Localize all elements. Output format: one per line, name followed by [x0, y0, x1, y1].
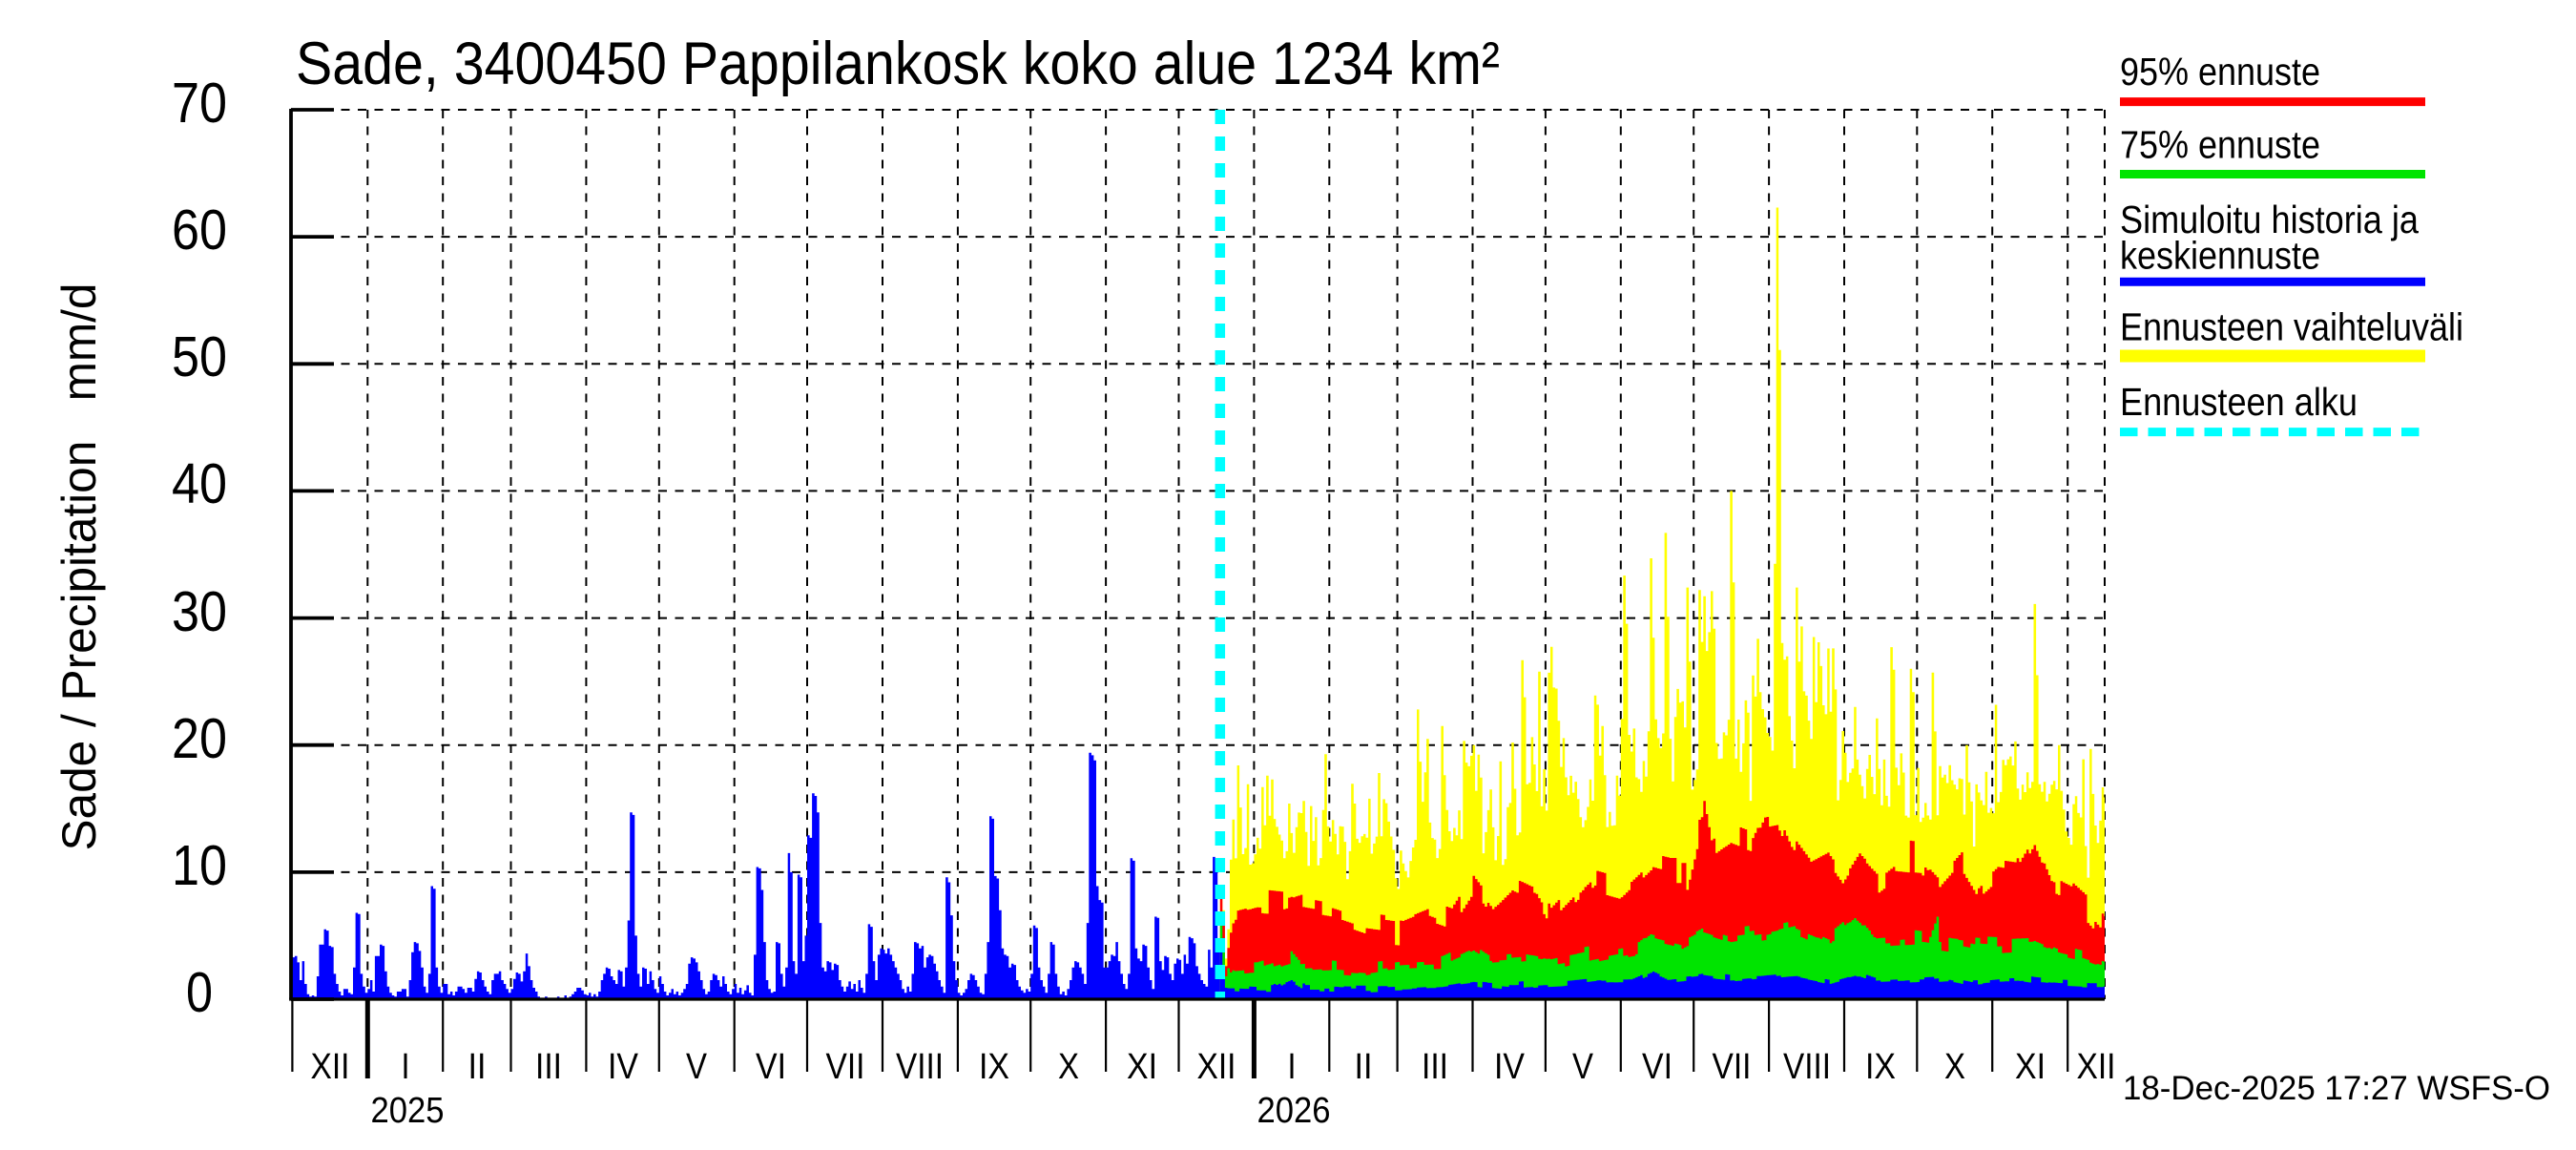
svg-text:VIII: VIII	[1783, 1047, 1831, 1087]
svg-text:2025: 2025	[371, 1091, 445, 1131]
svg-text:XII: XII	[311, 1047, 350, 1087]
svg-text:2026: 2026	[1257, 1091, 1331, 1131]
svg-text:II: II	[1355, 1047, 1373, 1087]
svg-text:0: 0	[186, 961, 213, 1024]
svg-text:X: X	[1058, 1047, 1079, 1087]
svg-text:Sade, 3400450 Pappilankosk kok: Sade, 3400450 Pappilankosk koko alue 123…	[296, 31, 1500, 97]
svg-text:VII: VII	[1713, 1047, 1752, 1087]
svg-text:IV: IV	[608, 1047, 639, 1087]
svg-text:VI: VI	[756, 1047, 786, 1087]
svg-text:95% ennuste: 95% ennuste	[2120, 50, 2320, 94]
svg-text:XII: XII	[2077, 1047, 2116, 1087]
svg-text:VI: VI	[1642, 1047, 1672, 1087]
svg-text:60: 60	[172, 199, 227, 261]
svg-text:I: I	[402, 1047, 410, 1087]
svg-text:Sade / Precipitation mm/d: Sade / Precipitation mm/d	[52, 283, 106, 851]
svg-text:VIII: VIII	[896, 1047, 944, 1087]
svg-text:XII: XII	[1197, 1047, 1236, 1087]
svg-text:IV: IV	[1494, 1047, 1526, 1087]
svg-text:75% ennuste: 75% ennuste	[2120, 123, 2320, 167]
svg-text:III: III	[535, 1047, 562, 1087]
svg-text:18-Dec-2025 17:27 WSFS-O: 18-Dec-2025 17:27 WSFS-O	[2123, 1070, 2550, 1107]
svg-text:20: 20	[172, 707, 227, 770]
svg-text:50: 50	[172, 325, 227, 388]
svg-text:V: V	[1572, 1047, 1594, 1087]
svg-text:I: I	[1288, 1047, 1297, 1087]
svg-text:10: 10	[172, 834, 227, 897]
svg-text:XI: XI	[1127, 1047, 1157, 1087]
svg-text:40: 40	[172, 452, 227, 515]
svg-text:VII: VII	[826, 1047, 865, 1087]
svg-text:V: V	[686, 1047, 708, 1087]
svg-text:IX: IX	[1865, 1047, 1896, 1087]
svg-text:X: X	[1944, 1047, 1965, 1087]
svg-text:Simuloitu historia ja: Simuloitu historia ja	[2120, 198, 2419, 241]
svg-text:70: 70	[172, 72, 227, 135]
svg-text:II: II	[468, 1047, 487, 1087]
svg-text:Ennusteen alku: Ennusteen alku	[2120, 380, 2358, 424]
svg-text:Ennusteen vaihteluväli: Ennusteen vaihteluväli	[2120, 304, 2463, 348]
svg-text:XI: XI	[2015, 1047, 2046, 1087]
svg-text:30: 30	[172, 580, 227, 643]
svg-text:keskiennuste: keskiennuste	[2120, 234, 2320, 278]
svg-text:III: III	[1422, 1047, 1448, 1087]
svg-text:IX: IX	[979, 1047, 1009, 1087]
